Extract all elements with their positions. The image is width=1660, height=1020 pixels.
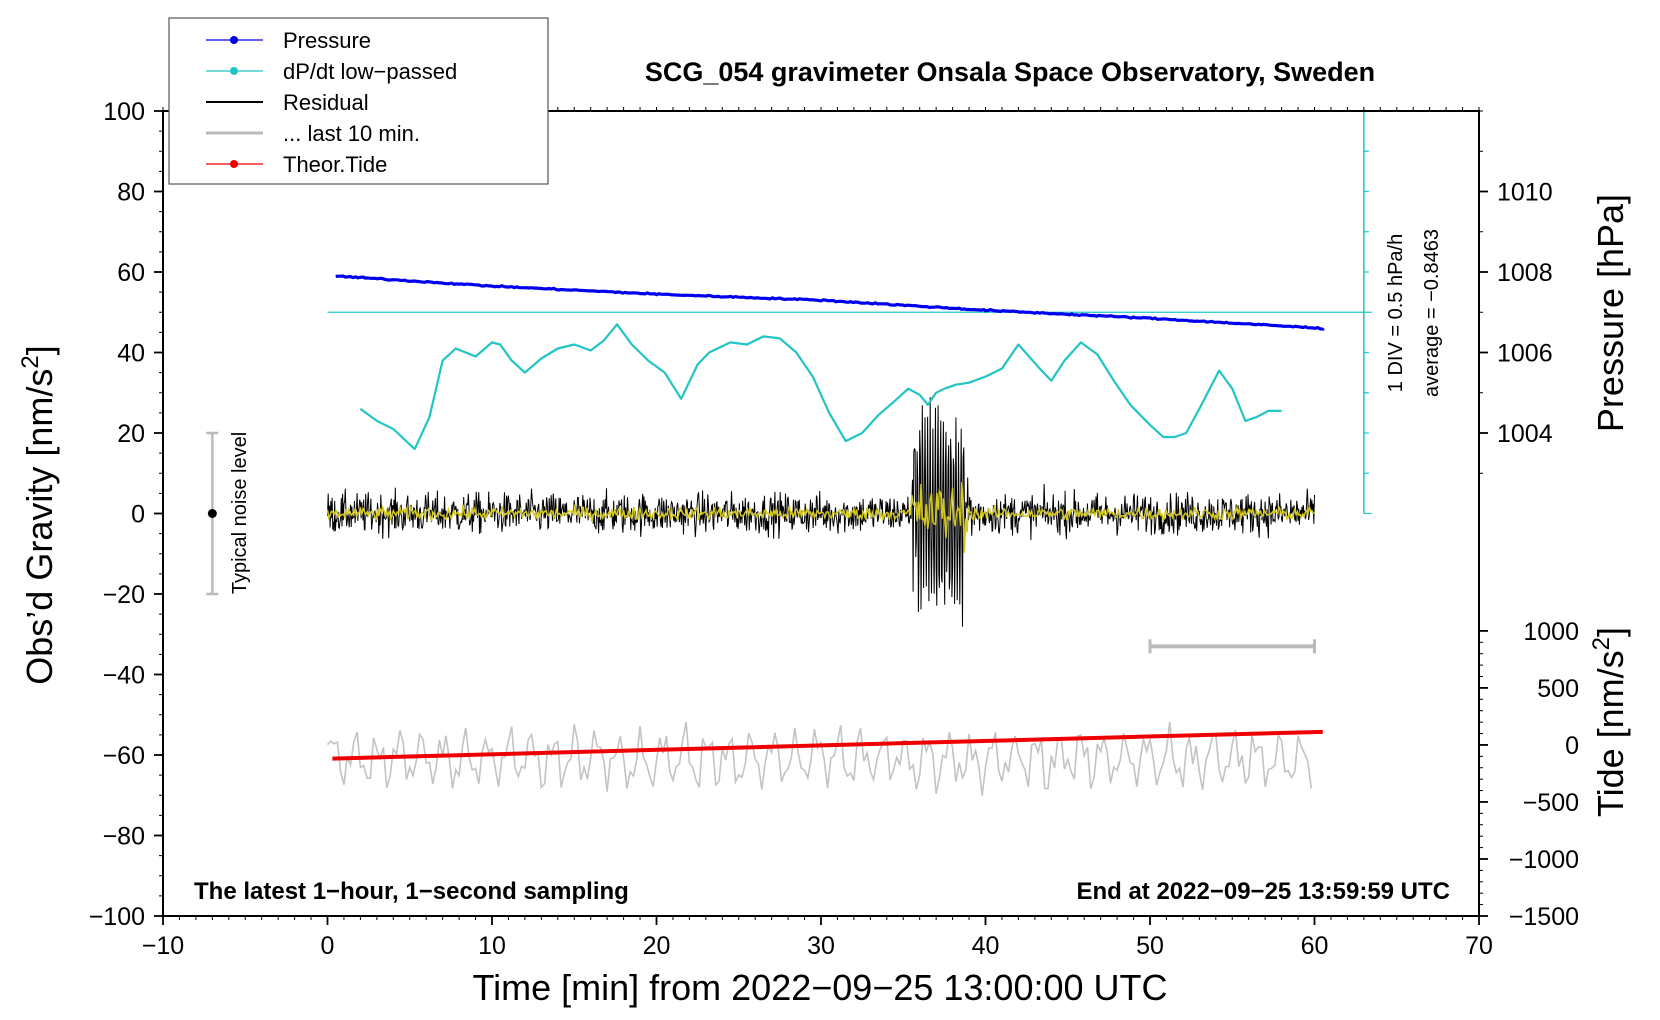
legend-marker-tide [230,160,238,168]
x-tick-label: 0 [321,932,335,960]
y-tick-label: 60 [117,259,145,287]
legend-item-dpdt: dP/dt low−passed [206,59,457,84]
dpdt-average-label: average = −0.8463 [1421,229,1443,397]
traces-layer [206,110,1372,796]
x-tick-label: 50 [1136,932,1164,960]
x-tick-label: −10 [142,932,184,960]
y-axis-label-gravity: Obs’d Gravity [nm/s2] [17,345,60,684]
legend-marker-dpdt [230,67,238,75]
x-tick-label: 20 [643,932,671,960]
chart-title: SCG_054 gravimeter Onsala Space Observat… [645,57,1375,87]
residual-lowpass-trace [326,481,1315,553]
tide-trace [332,729,1323,761]
dpdt-trace [359,323,1282,451]
axes-layer: −10 0 10 20 30 40 50 60 70100806040200−20−40−60−… [89,98,1579,960]
tide-tick-label: 1000 [1523,618,1579,646]
footnote-end-time: End at 2022−09−25 13:59:59 UTC [1076,878,1450,905]
y-tick-label: 20 [117,420,145,448]
last10-trace [326,721,1312,796]
legend: Pressure dP/dt low−passed Residual ... l… [168,17,549,185]
y-tick-label: 80 [117,179,145,207]
pressure-tick-label: 1006 [1497,340,1553,368]
residual-trace [327,397,1315,627]
x-axis-label: Time [min] from 2022−09−25 13:00:00 UTC [472,967,1167,1008]
y-tick-label: −80 [103,823,145,851]
pressure-trace [335,274,1325,331]
y-tick-label: 0 [131,501,145,529]
tide-tick-label: −1500 [1509,903,1579,931]
legend-item-residual: Residual [206,90,369,115]
tide-tick-label: −1000 [1509,846,1579,874]
y-tick-label: 100 [103,98,145,126]
legend-item-pressure: Pressure [206,28,371,53]
y-tick-label: −20 [103,581,145,609]
tide-tick-label: −500 [1523,789,1579,817]
legend-marker-pressure [230,36,238,44]
legend-label-tide: Theor.Tide [283,152,387,177]
pressure-tick-label: 1008 [1497,259,1553,287]
y-tick-label: −100 [89,903,145,931]
tide-tick-label: 0 [1565,732,1579,760]
x-tick-label: 10 [478,932,506,960]
dpdt-scale-label: 1 DIV = 0.5 hPa/h [1385,234,1407,392]
legend-label-dpdt: dP/dt low−passed [283,59,457,84]
y-axis-label-tide: Tide [nm/s2] [1588,627,1631,817]
tide-tick-label: 500 [1537,675,1579,703]
pressure-tick-label: 1010 [1497,179,1553,207]
noise-level-label: Typical noise level [229,432,251,594]
y-tick-label: −40 [103,662,145,690]
legend-label-pressure: Pressure [283,28,371,53]
legend-item-last10: ... last 10 min. [206,121,420,146]
x-tick-label: 30 [807,932,835,960]
footnote-sampling: The latest 1−hour, 1−second sampling [194,878,629,905]
y-tick-label: −60 [103,742,145,770]
noise-bar-center [207,509,217,518]
legend-label-residual: Residual [283,90,369,115]
x-tick-label: 60 [1301,932,1329,960]
y-tick-label: 40 [117,340,145,368]
legend-item-tide: Theor.Tide [206,152,387,177]
x-tick-label: 70 [1465,932,1493,960]
legend-label-last10: ... last 10 min. [283,121,420,146]
pressure-tick-label: 1004 [1497,420,1553,448]
x-tick-label: 40 [972,932,1000,960]
y-axis-label-pressure: Pressure [hPa] [1590,194,1631,432]
